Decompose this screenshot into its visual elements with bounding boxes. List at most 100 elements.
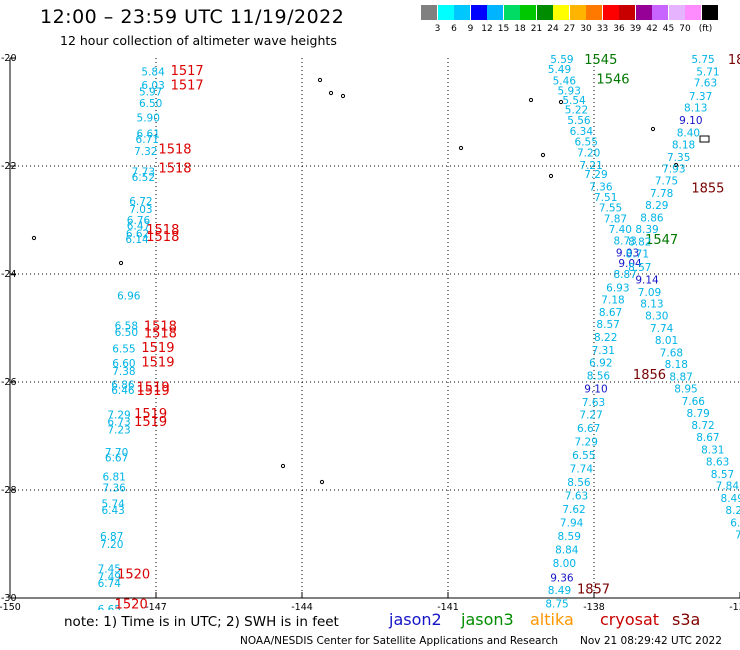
- legend-cryosat: cryosat: [600, 610, 660, 629]
- swh-value-label: 7.62: [562, 504, 585, 516]
- swh-value-label: 7.63: [565, 490, 588, 502]
- chart-title: 12:00 – 23:59 UTC 11/19/2022: [40, 6, 345, 28]
- swh-value-label: 7.20: [577, 148, 600, 160]
- island-outline: [328, 90, 334, 96]
- pass-time-label: 1547: [645, 233, 678, 248]
- swh-value-label: 6.47: [127, 220, 150, 232]
- island-outline: [528, 97, 534, 103]
- swh-value-label: 7.36: [589, 182, 613, 194]
- swh-value-label: 8.59: [558, 531, 581, 543]
- color-scale-label: 6: [451, 24, 457, 34]
- swh-value-label: 6.93: [606, 283, 629, 295]
- swh-value-label: 7.37: [689, 91, 712, 103]
- swh-value-label: 8.39: [635, 224, 658, 236]
- pass-time-label: 1519: [141, 355, 174, 370]
- island-outline: [319, 479, 325, 485]
- legend-altika: altika: [530, 610, 574, 629]
- color-scale-label: 9: [467, 24, 474, 34]
- swh-value-label: 6.55: [572, 450, 595, 462]
- color-swatch: [421, 5, 437, 20]
- pass-time-label: 1518: [158, 143, 191, 158]
- pass-time-label: 1546: [596, 73, 629, 88]
- color-swatch: [668, 5, 685, 20]
- swh-value-label: 5.54: [562, 95, 586, 107]
- island-outline: [699, 135, 710, 143]
- swh-value-label: 8.13: [640, 299, 663, 311]
- swh-value-label: 8.29: [645, 200, 668, 212]
- swh-value-label: 6.03: [141, 80, 164, 92]
- swh-value-label: 8.22: [725, 505, 740, 517]
- swh-value-label: 6.81: [102, 472, 125, 484]
- swh-value-label: 6.55: [575, 137, 598, 149]
- color-scale-label: (ft): [698, 24, 713, 34]
- swh-value-label: 8.56: [587, 371, 611, 383]
- swh-value-label: 8.22: [594, 332, 617, 344]
- swh-value-label: 8.67: [696, 432, 719, 444]
- color-swatch: [569, 5, 586, 20]
- swh-value-label: 7.63: [694, 77, 717, 89]
- swh-value-label: 7.63: [582, 397, 605, 409]
- color-swatch: [619, 5, 635, 20]
- pass-time-label: 1518: [144, 319, 177, 334]
- swh-value-label: 6.46: [111, 385, 135, 397]
- swh-value-label: 5.59: [550, 54, 573, 66]
- color-swatch: [454, 5, 470, 20]
- swh-value-label: 7.18: [601, 294, 624, 306]
- swh-value-label: 8.01: [655, 335, 678, 347]
- swh-value-label: 7.03: [129, 204, 152, 216]
- legend-s3a: s3a: [672, 610, 701, 629]
- island-outline: [673, 162, 679, 168]
- color-swatch: [520, 5, 536, 20]
- swh-value-label: 7.75: [655, 176, 678, 188]
- swh-value-label: 5.49: [548, 64, 571, 76]
- color-swatch: [652, 5, 668, 20]
- swh-value-label: 8.63: [706, 456, 729, 468]
- swh-value-label: 8.73: [613, 236, 636, 248]
- units-note: note: 1) Time is in UTC; 2) SWH is in fe…: [64, 614, 339, 630]
- swh-value-label: 6.67: [577, 423, 600, 435]
- island-outline: [558, 99, 564, 105]
- swh-value-label: 9.36: [550, 572, 574, 584]
- pass-time-label: 1855: [691, 182, 724, 197]
- x-tick-label: -138: [583, 602, 605, 610]
- color-swatch: [701, 5, 718, 20]
- swh-value-label: 6.43: [101, 505, 124, 517]
- island-outline: [548, 173, 554, 179]
- swh-value-label: 5.97: [139, 86, 162, 98]
- color-swatch: [487, 5, 503, 20]
- wave-height-map: -150 -147 -144 -141 -138 -135 -20 -22 -24 -26 -28 -…: [0, 53, 740, 610]
- swh-value-label: 6.65: [98, 604, 121, 610]
- swh-value-label: 7.27: [579, 409, 602, 421]
- swh-value-label: 6.50: [115, 327, 138, 339]
- swh-value-label: 8.87: [613, 269, 636, 281]
- swh-value-label: 8.56: [567, 477, 591, 489]
- swh-value-label: 6.52: [132, 172, 155, 184]
- swh-value-label: 5.74: [101, 499, 125, 511]
- pass-time-label: 1518: [146, 230, 179, 245]
- swh-value-label: 8.82: [628, 237, 651, 249]
- swh-value-label: 6.60: [112, 358, 135, 370]
- swh-value-label: 7.51: [594, 192, 617, 204]
- swh-value-label: 8.87: [669, 372, 692, 384]
- swh-value-label: 8.13: [684, 103, 707, 115]
- color-scale-label: 42: [646, 24, 658, 34]
- swh-value-label: 7.23: [107, 425, 130, 437]
- island-outline: [458, 145, 464, 151]
- swh-value-label: 5.84: [141, 67, 165, 79]
- swh-value-label: 7.35: [667, 152, 690, 164]
- pass-time-label: 1519: [137, 384, 170, 399]
- footer: note: 1) Time is in UTC; 2) SWH is in fe…: [0, 610, 740, 650]
- swh-value-label: 5.75: [691, 54, 714, 66]
- swh-value-label: 8.71: [626, 248, 649, 260]
- swh-value-label: 7.21: [579, 160, 602, 172]
- color-swatch: [685, 5, 701, 20]
- pass-time-label: 1854: [728, 53, 740, 68]
- swh-value-label: 8.72: [691, 420, 714, 432]
- x-tick-label: -135: [729, 602, 740, 610]
- swh-value-label: 7.94: [560, 517, 584, 529]
- y-tick-label: -20: [1, 53, 17, 64]
- swh-value-label: 7.31: [592, 345, 615, 357]
- y-tick-label: -26: [1, 377, 17, 388]
- credit-text: NOAA/NESDIS Center for Satellite Applica…: [240, 635, 558, 647]
